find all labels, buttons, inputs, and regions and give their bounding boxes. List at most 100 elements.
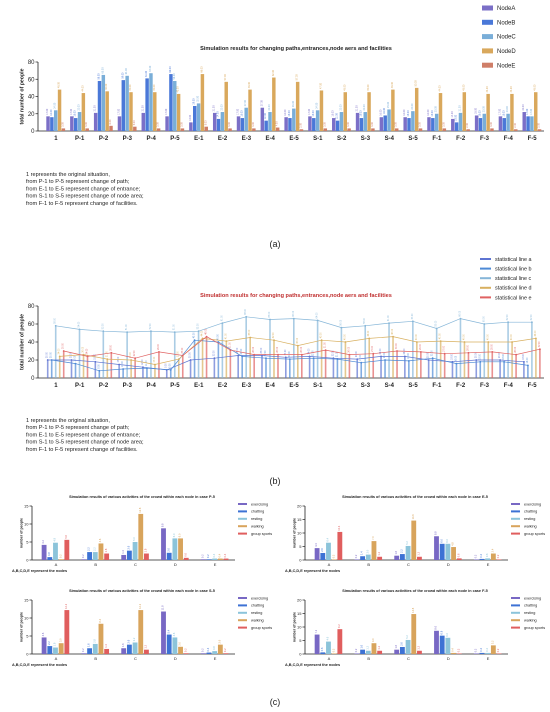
bar (204, 126, 208, 131)
data-label: 2.2 (92, 547, 96, 551)
bar (377, 556, 383, 560)
data-label: 0.4 (485, 648, 489, 652)
x-tick-label: A (328, 656, 331, 661)
value-bar (122, 369, 124, 378)
bar (275, 127, 280, 131)
bar (81, 653, 87, 654)
data-label: 2.00 (514, 122, 517, 127)
data-label: 20.00 (435, 106, 438, 113)
x-tick-label: P-5 (170, 383, 180, 389)
point (249, 336, 252, 339)
y-tick-label: 10 (297, 530, 302, 535)
data-label: 1.2 (417, 645, 421, 649)
data-label: 0.2 (81, 648, 85, 652)
bar (81, 93, 86, 131)
data-label: 20.00 (428, 352, 430, 358)
data-label: 1.6 (394, 644, 398, 648)
value-bar (312, 358, 315, 378)
data-label: 2.2 (47, 641, 51, 645)
value-bar (527, 365, 529, 378)
data-label: 1.4 (121, 550, 125, 554)
value-bar (404, 356, 406, 378)
data-label: 3.00 (252, 122, 255, 127)
data-label: 3.00 (180, 122, 183, 127)
data-label: 2.4 (491, 548, 495, 552)
data-label: 66.00 (459, 310, 461, 316)
point (507, 321, 509, 324)
data-label: 2.6 (127, 639, 131, 643)
point (340, 326, 343, 329)
data-label: 22.00 (220, 104, 223, 111)
point (515, 353, 517, 356)
bar (153, 92, 157, 131)
data-label: 22.00 (363, 104, 366, 111)
data-label: 57.00 (296, 74, 299, 81)
y-tick-label: 0 (26, 557, 29, 562)
value-bar (142, 367, 144, 378)
data-label: 26.00 (277, 346, 279, 352)
point (221, 322, 224, 324)
data-label: 29.00 (158, 343, 160, 349)
chart-title: Simulation results of various activities… (342, 589, 488, 593)
data-label: 20.00 (506, 106, 509, 113)
bar (335, 120, 340, 131)
value-bar (241, 356, 243, 378)
bar (478, 118, 483, 131)
data-label: 58.00 (173, 73, 176, 80)
data-label: 45.00 (343, 84, 346, 91)
data-label: 7.0 (371, 536, 375, 540)
data-label: 0.6 (485, 553, 489, 557)
bar (295, 81, 300, 131)
bar (53, 110, 58, 131)
data-label: 0.4 (451, 648, 455, 652)
bar (314, 548, 320, 560)
value-bar (289, 359, 291, 378)
data-label: 25.00 (261, 347, 263, 353)
point (173, 331, 176, 333)
data-label: 25.00 (237, 347, 239, 353)
legend-entry: group sports (251, 626, 272, 630)
point (288, 358, 291, 360)
data-label: 15.00 (478, 110, 481, 117)
value-bar (189, 360, 192, 378)
data-label: 10.00 (189, 114, 192, 121)
point (245, 315, 248, 318)
x-tick-label: D (174, 562, 177, 567)
legend-entry: group sports (251, 532, 272, 536)
x-tick-label: F-5 (528, 136, 538, 142)
data-label: 2.2 (400, 549, 404, 553)
data-label: 3.00 (490, 122, 493, 127)
x-tick-label: E-3 (242, 136, 252, 142)
data-label: 9.2 (337, 624, 341, 628)
data-label: 20.00 (482, 106, 485, 113)
bar (77, 112, 82, 131)
x-tick-label: S-1 (313, 383, 323, 389)
bar (394, 128, 399, 131)
legend-entry: group sports (524, 532, 545, 536)
point (308, 355, 311, 358)
data-label: 40.00 (487, 334, 489, 340)
value-bar (531, 322, 533, 378)
bar (121, 80, 126, 131)
bar (320, 552, 326, 560)
legend-entry: statistical line e (495, 295, 532, 301)
bar (486, 93, 490, 131)
point (538, 348, 541, 351)
bar (125, 75, 129, 131)
data-label: 47.00 (319, 82, 322, 89)
bar (502, 118, 506, 131)
data-label: 21.00 (336, 351, 338, 357)
point (439, 340, 442, 342)
data-label: 26.00 (253, 346, 255, 352)
data-label: 26.00 (301, 346, 303, 352)
legend-entry: statistical line d (495, 286, 532, 292)
data-label: 6.0 (445, 538, 449, 542)
value-bar (273, 340, 275, 378)
y-tick-label: 5 (26, 539, 29, 544)
bar (58, 643, 64, 654)
y-tick-label: 15 (24, 503, 29, 508)
data-label: 45.00 (534, 84, 537, 91)
data-label: 46.00 (105, 83, 108, 90)
bar (312, 118, 316, 131)
data-label: 45.00 (129, 84, 132, 91)
